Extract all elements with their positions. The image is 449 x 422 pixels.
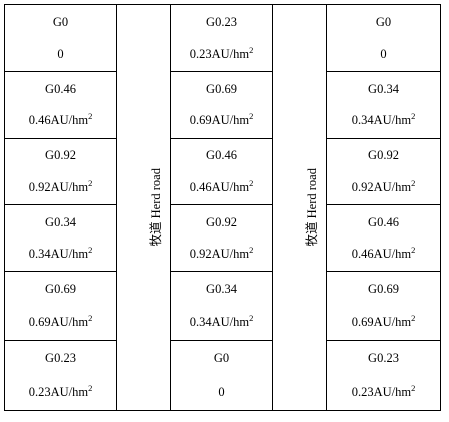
herd-road-label: 牧道 Herd road [304,168,319,247]
stocking-rate-value: 0.34AU/hm [28,246,89,261]
plot-cell: G0.46 0.46AU/hm2 [170,137,273,205]
stocking-rate-value: 0.92AU/hm [28,179,89,194]
unit-superscript: 2 [411,177,416,188]
plot-cell: G0 0 [170,339,273,412]
stocking-rate: 0 [57,46,63,63]
plot-code: G0.69 [45,282,76,297]
plot-cell: G0.23 0.23AU/hm2 [170,3,273,73]
herd-road-right: 牧道 Herd road [272,4,327,411]
plot-code: G0 [213,351,230,366]
plot-cell: G0.34 0.34AU/hm2 [4,203,117,273]
stocking-rate: 0 [380,46,386,63]
plot-row: G0.69 0.69AU/hm2 G0.34 0.34AU/hm2 G0.69 0.69A… [4,271,441,341]
stocking-rate-value: 0.69AU/hm [351,314,412,329]
stocking-rate-value: 0 [380,46,387,61]
plot-code: G0.23 [206,14,237,29]
stocking-rate-value: 0.92AU/hm [351,179,412,194]
plot-row: G0.92 0.92AU/hm2 G0.46 0.46AU/hm2 G0.92 0.92A… [4,137,441,205]
unit-superscript: 2 [249,312,254,323]
stocking-rate: 0.34AU/hm2 [352,112,416,129]
stocking-rate: 0.34AU/hm2 [190,314,254,331]
stocking-rate: 0.92AU/hm2 [190,246,254,263]
stocking-rate: 0.92AU/hm2 [352,179,416,196]
plot-row: G0.34 0.34AU/hm2 G0.92 0.92AU/hm2 G0.46 0.46A… [4,203,441,273]
plot-cell: G0.69 0.69AU/hm2 [170,71,273,139]
unit-superscript: 2 [88,111,93,122]
plot-cell: G0 0 [4,3,117,73]
plot-code: G0.23 [45,351,76,366]
unit-superscript: 2 [411,382,416,393]
stocking-rate: 0.46AU/hm2 [29,112,93,129]
plot-cell: G0.92 0.92AU/hm2 [4,137,117,205]
plot-cell: G0.34 0.34AU/hm2 [170,271,273,341]
plot-code: G0 [375,14,392,29]
stocking-rate: 0 [218,384,224,401]
stocking-rate-value: 0.46AU/hm [28,113,89,128]
stocking-rate-value: 0.69AU/hm [189,113,250,128]
stocking-rate-value: 0.46AU/hm [189,179,250,194]
plot-code: G0.46 [206,148,237,163]
plot-cell: G0.69 0.69AU/hm2 [4,271,117,341]
plot-cell: G0.92 0.92AU/hm2 [326,137,441,205]
stocking-rate: 0.69AU/hm2 [29,314,93,331]
plot-code: G0.92 [45,148,76,163]
plot-code: G0 [52,14,69,29]
plot-code: G0.34 [206,282,237,297]
stocking-rate-value: 0.23AU/hm [351,384,412,399]
stocking-rate-value: 0.34AU/hm [189,314,250,329]
stocking-rate: 0.23AU/hm2 [190,46,254,63]
plot-code: G0.69 [368,282,399,297]
stocking-rate-value: 0.69AU/hm [28,314,89,329]
stocking-rate: 0.34AU/hm2 [29,246,93,263]
stocking-rate-value: 0.92AU/hm [189,246,250,261]
stocking-rate-value: 0.34AU/hm [351,113,412,128]
plot-row: G0 0 牧道 Herd road G0.23 0.23AU/hm2 牧道 Herd ro… [4,3,441,411]
plot-code: G0.46 [368,214,399,229]
stocking-rate: 0.46AU/hm2 [190,179,254,196]
plot-cell: G0 0 [326,3,441,73]
unit-superscript: 2 [411,312,416,323]
plot-cell: G0.46 0.46AU/hm2 [4,71,117,139]
stocking-rate: 0.69AU/hm2 [190,112,254,129]
unit-superscript: 2 [411,111,416,122]
unit-superscript: 2 [249,177,254,188]
stocking-rate-value: 0 [218,384,225,399]
plot-code: G0.34 [368,81,399,96]
plot-code: G0.23 [368,351,399,366]
stocking-rate: 0.69AU/hm2 [352,314,416,331]
stocking-rate-value: 0.46AU/hm [351,246,412,261]
stocking-rate-value: 0.23AU/hm [189,46,250,61]
unit-superscript: 2 [88,177,93,188]
stocking-rate: 0.23AU/hm2 [29,384,93,401]
unit-superscript: 2 [88,382,93,393]
stocking-rate: 0.23AU/hm2 [352,384,416,401]
herd-road-left: 牧道 Herd road [116,4,171,411]
stocking-rate-value: 0 [57,46,64,61]
unit-superscript: 2 [249,111,254,122]
plot-cell: G0.92 0.92AU/hm2 [170,203,273,273]
plot-cell: G0.46 0.46AU/hm2 [326,203,441,273]
unit-superscript: 2 [88,244,93,255]
stocking-rate: 0.46AU/hm2 [352,246,416,263]
plot-cell: G0.23 0.23AU/hm2 [326,339,441,412]
stocking-rate-value: 0.23AU/hm [28,384,89,399]
plot-code: G0.92 [206,214,237,229]
unit-superscript: 2 [88,312,93,323]
unit-superscript: 2 [249,44,254,55]
stocking-rate: 0.92AU/hm2 [29,179,93,196]
plot-code: G0.46 [45,81,76,96]
unit-superscript: 2 [411,244,416,255]
plot-row: G0.23 0.23AU/hm2 G0 0 G0.23 0.23AU/hm2 [4,339,441,412]
plot-code: G0.34 [45,214,76,229]
plot-code: G0.69 [206,81,237,96]
plot-code: G0.92 [368,148,399,163]
plot-cell: G0.69 0.69AU/hm2 [326,271,441,341]
plot-cell: G0.34 0.34AU/hm2 [326,71,441,139]
unit-superscript: 2 [249,244,254,255]
herd-road-label: 牧道 Herd road [148,168,163,247]
grazing-plot-layout: G0 0 牧道 Herd road G0.23 0.23AU/hm2 牧道 Herd ro… [4,3,441,412]
plot-cell: G0.23 0.23AU/hm2 [4,339,117,412]
plot-row: G0.46 0.46AU/hm2 G0.69 0.69AU/hm2 G0.34 0.34A… [4,71,441,139]
